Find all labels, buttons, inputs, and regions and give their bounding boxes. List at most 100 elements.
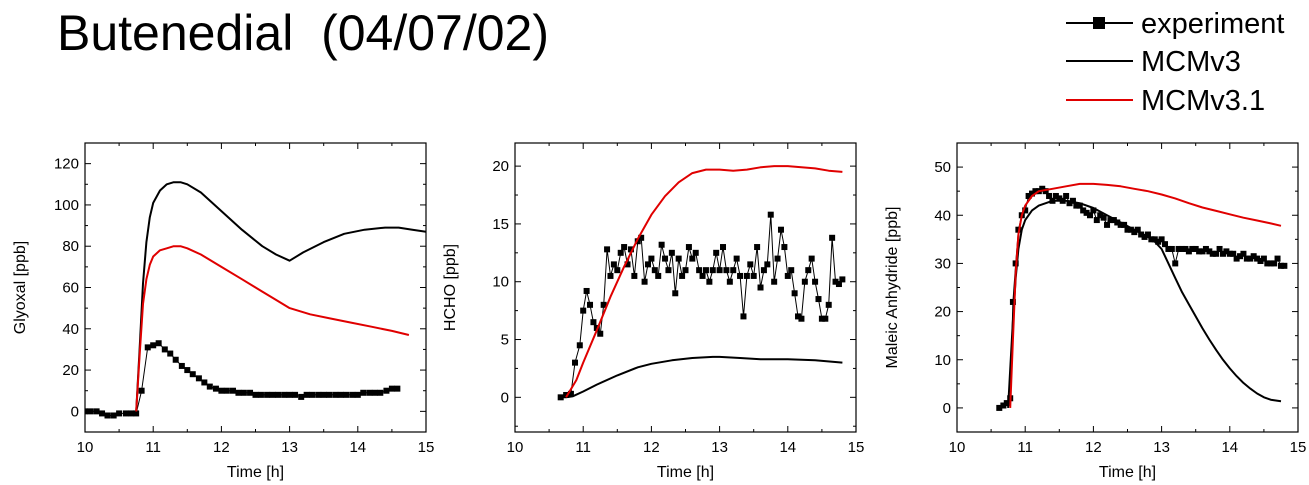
data-point [1277, 262, 1284, 269]
data-point [349, 391, 356, 398]
y-axis-label: Glyoxal [ppb] [12, 241, 29, 334]
data-point [767, 211, 774, 218]
data-point [1202, 245, 1209, 252]
chart-3: 10 11 12 13 14 15 0 10 20 30 40 50 Time [h] Maleic An… [884, 142, 1306, 481]
data-point [730, 267, 737, 274]
y-tick-label: 20 [934, 304, 951, 321]
page-title: Butenedial (04/07/02) [57, 5, 550, 61]
data-point [275, 391, 282, 398]
data-point [1250, 253, 1257, 260]
series-line [85, 342, 398, 416]
data-point [795, 313, 802, 320]
data-point [835, 281, 842, 288]
data-point [218, 387, 225, 394]
data-point [223, 387, 230, 394]
data-point [229, 387, 236, 394]
data-point [360, 389, 367, 396]
x-tick-label: 11 [1017, 439, 1033, 456]
data-point [587, 301, 594, 308]
y-tick-label: 80 [62, 238, 79, 255]
data-point [634, 238, 641, 245]
data-point [658, 241, 665, 248]
y-tick-label: 15 [492, 216, 509, 233]
data-point [366, 389, 373, 396]
data-point [641, 278, 648, 285]
data-point [777, 226, 784, 233]
data-point [1175, 245, 1182, 252]
data-point [648, 255, 655, 262]
y-tick-label: 10 [492, 274, 509, 291]
x-tick-label: 13 [711, 439, 728, 456]
data-point [699, 272, 706, 279]
data-point [784, 272, 791, 279]
legend-label: MCMv3 [1141, 46, 1241, 78]
data-point [201, 379, 208, 386]
data-point [1114, 219, 1121, 226]
data-point [93, 408, 100, 415]
data-point [1230, 250, 1237, 257]
data-point [774, 255, 781, 262]
data-point [614, 267, 621, 274]
series-mcmv3-1 [135, 245, 410, 412]
data-point [1086, 212, 1093, 219]
data-point [706, 278, 713, 285]
data-point [1039, 185, 1046, 192]
data-point [1090, 207, 1097, 214]
data-point [788, 267, 795, 274]
data-point [286, 391, 293, 398]
data-point [617, 249, 624, 256]
data-point [1237, 253, 1244, 260]
data-point [689, 255, 696, 262]
data-point [1219, 250, 1226, 257]
data-point [1172, 260, 1179, 267]
x-tick-label: 11 [145, 439, 161, 456]
data-point [394, 385, 401, 392]
x-tick-label: 12 [643, 439, 660, 456]
data-point [726, 278, 733, 285]
data-point [1073, 202, 1080, 209]
y-tick-label: 5 [501, 332, 509, 349]
data-point [144, 344, 151, 351]
data-point [590, 319, 597, 326]
data-point [1192, 245, 1199, 252]
legend-item-mcmv3-1: MCMv3.1 [1066, 85, 1265, 117]
data-point [343, 391, 350, 398]
data-point [189, 371, 196, 378]
data-point [1032, 188, 1039, 195]
x-tick-label: 11 [575, 439, 591, 456]
legend-item-experiment: experiment [1066, 8, 1284, 40]
data-point [696, 267, 703, 274]
series-mcmv3-1 [1009, 182, 1282, 408]
data-point [1093, 217, 1100, 224]
data-point [1240, 250, 1247, 257]
chart-1: 10 11 12 13 14 15 0 20 40 60 80 100 120 Time [h] Glyox… [12, 142, 434, 481]
data-point [1264, 260, 1271, 267]
data-point [805, 267, 812, 274]
data-point [1097, 212, 1104, 219]
data-point [1165, 245, 1172, 252]
data-point [685, 244, 692, 251]
data-point [320, 391, 327, 398]
data-point [1117, 221, 1124, 228]
series-experiment [996, 185, 1288, 411]
data-point [1025, 192, 1032, 199]
data-point [1267, 260, 1274, 267]
data-point [1100, 214, 1107, 221]
data-point [672, 290, 679, 297]
data-point [1042, 188, 1049, 195]
plot-frame [514, 142, 857, 433]
x-tick-label: 10 [507, 439, 524, 456]
series-line [1009, 182, 1282, 408]
data-point [750, 272, 757, 279]
data-point [1107, 217, 1114, 224]
data-point [1271, 260, 1278, 267]
data-point [829, 234, 836, 241]
data-point [567, 390, 574, 397]
data-point [167, 350, 174, 357]
data-point [161, 346, 168, 353]
data-point [600, 301, 607, 308]
series-line [1007, 199, 1282, 408]
y-tick-label: 0 [71, 403, 79, 420]
